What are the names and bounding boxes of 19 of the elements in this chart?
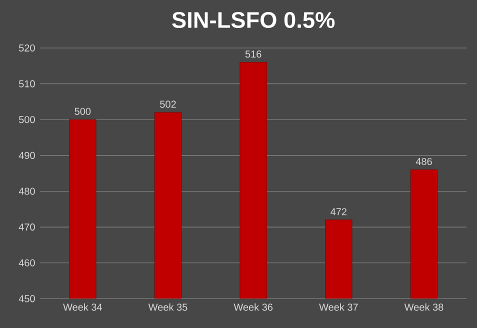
data-label: 472 — [330, 208, 347, 216]
data-label: 486 — [416, 158, 432, 166]
data-label: 500 — [74, 108, 91, 115]
x-tick-label: Week 34 — [63, 303, 102, 311]
y-tick-label: 500 — [19, 116, 35, 124]
data-label: 516 — [245, 50, 262, 58]
x-tick-label: Week 37 — [319, 303, 358, 311]
x-tick-label: Week 36 — [234, 303, 273, 311]
x-tick-label: Week 35 — [148, 303, 188, 311]
x-tick-label: Week 38 — [404, 303, 444, 311]
data-label: 502 — [160, 100, 176, 108]
chart-title: SIN-LSFO 0.5% — [172, 12, 335, 28]
y-tick-label: 460 — [18, 259, 35, 266]
y-tick-label: 510 — [19, 80, 35, 88]
y-tick-label: 520 — [19, 44, 35, 52]
y-tick-label: 490 — [18, 152, 35, 159]
y-tick-label: 470 — [18, 224, 35, 231]
y-tick-label: 450 — [18, 295, 35, 302]
y-tick-label: 480 — [18, 188, 35, 195]
